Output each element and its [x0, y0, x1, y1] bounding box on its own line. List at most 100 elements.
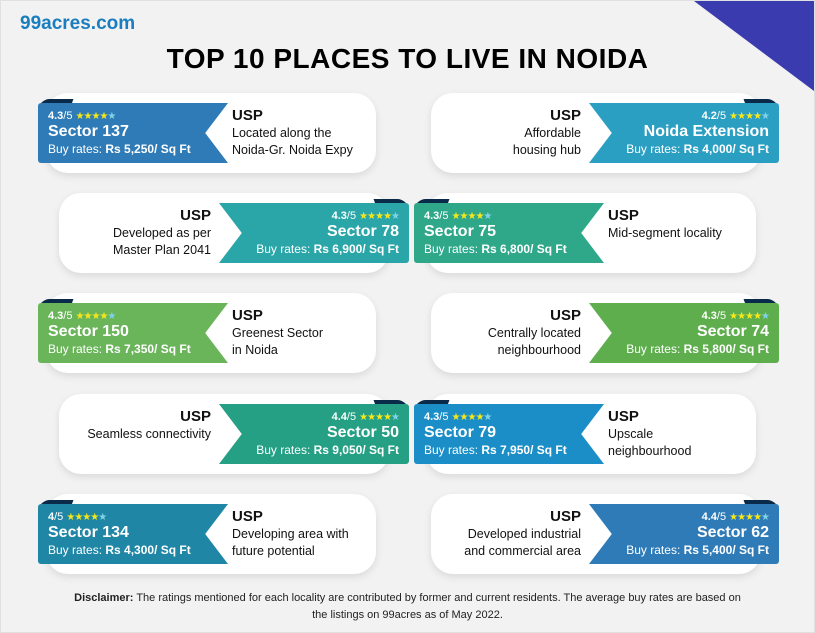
- buy-rate-label: Buy rates:: [424, 242, 479, 256]
- locality-ribbon: 4.3/5 ★★★★★ Sector 78 Buy rates: Rs 6,90…: [219, 203, 409, 263]
- usp-line-2: Master Plan 2041: [113, 243, 211, 257]
- locality-name: Sector 74: [696, 323, 769, 340]
- usp-heading: USP: [232, 307, 263, 324]
- usp-line-2: neighbourhood: [608, 444, 692, 458]
- usp-line-1: Mid-segment locality: [608, 226, 722, 240]
- usp-line-1: Affordable: [524, 126, 581, 140]
- locality-ribbon: 4.4/5 ★★★★★ Sector 62 Buy rates: Rs 5,40…: [589, 504, 779, 564]
- buy-rate-label: Buy rates:: [256, 242, 311, 256]
- buy-rate-value: Rs 5,250/ Sq Ft: [105, 142, 191, 156]
- rating-value: 4.4: [331, 411, 347, 423]
- usp-heading: USP: [180, 207, 211, 224]
- rating: 4.2/5 ★★★★★: [599, 110, 770, 123]
- usp-heading: USP: [550, 107, 581, 124]
- star-icon: ★★★★★: [75, 111, 117, 122]
- locality-ribbon: 4.3/5 ★★★★★ Sector 150 Buy rates: Rs 7,3…: [38, 303, 228, 363]
- rating-value: 4.3: [331, 210, 347, 222]
- buy-rate: Buy rates: Rs 5,250/ Sq Ft: [48, 141, 218, 157]
- rating-value: 4.3: [424, 411, 440, 423]
- buy-rate-value: Rs 4,000/ Sq Ft: [683, 142, 769, 156]
- locality-name: Noida Extension: [643, 123, 769, 140]
- corner-decoration: [694, 1, 814, 91]
- usp-line-2: neighbourhood: [497, 343, 581, 357]
- usp-heading: USP: [608, 408, 639, 425]
- usp-block: USP Upscale neighbourhood: [608, 408, 758, 460]
- buy-rate-value: Rs 6,900/ Sq Ft: [313, 242, 399, 256]
- usp-line-2: and commercial area: [464, 544, 581, 558]
- star-icon: ★★★★★: [729, 111, 770, 122]
- rating: 4.3/5 ★★★★★: [229, 210, 400, 223]
- usp-block: USP Mid-segment locality: [608, 207, 758, 242]
- buy-rate-value: Rs 5,400/ Sq Ft: [683, 543, 769, 557]
- buy-rate: Buy rates: Rs 7,350/ Sq Ft: [48, 341, 218, 357]
- usp-line-1: Developed industrial: [467, 527, 581, 541]
- buy-rate-value: Rs 7,950/ Sq Ft: [481, 443, 567, 457]
- locality-name: Sector 79: [424, 424, 497, 441]
- rating: 4.3/5 ★★★★★: [599, 310, 770, 323]
- usp-line-1: Developed as per: [113, 226, 211, 240]
- buy-rate-label: Buy rates:: [424, 443, 479, 457]
- locality-name: Sector 50: [326, 424, 399, 441]
- rating-value: 4: [48, 511, 55, 523]
- locality-name: Sector 137: [48, 123, 129, 140]
- disclaimer-text: The ratings mentioned for each locality …: [136, 592, 741, 621]
- rating-scale: /5: [346, 411, 357, 423]
- usp-line-1: Developing area with: [232, 527, 349, 541]
- star-icon: ★★★★★: [451, 412, 493, 423]
- rating-value: 4.3: [424, 210, 440, 222]
- rating-scale: /5: [54, 511, 64, 523]
- star-icon: ★★★★★: [66, 512, 107, 523]
- usp-line-2: in Noida: [232, 343, 278, 357]
- buy-rate: Buy rates: Rs 6,900/ Sq Ft: [229, 241, 399, 257]
- buy-rate-value: Rs 9,050/ Sq Ft: [313, 443, 399, 457]
- star-icon: ★★★★★: [729, 311, 770, 322]
- rating: 4.3/5 ★★★★★: [48, 110, 218, 123]
- usp-heading: USP: [550, 307, 581, 324]
- locality-name: Sector 150: [48, 323, 129, 340]
- locality-name: Sector 62: [696, 524, 769, 541]
- locality-ribbon: 4.3/5 ★★★★★ Sector 79 Buy rates: Rs 7,95…: [414, 404, 604, 464]
- locality-name: Sector 75: [424, 223, 497, 240]
- usp-block: USP Developing area with future potentia…: [232, 508, 382, 560]
- buy-rate-value: Rs 5,800/ Sq Ft: [683, 342, 769, 356]
- usp-line-1: Centrally located: [487, 326, 581, 340]
- buy-rate: Buy rates: Rs 9,050/ Sq Ft: [229, 442, 399, 458]
- buy-rate: Buy rates: Rs 5,400/ Sq Ft: [599, 542, 769, 558]
- usp-block: USP Seamless connectivity: [61, 408, 211, 443]
- rating-value: 4.3: [48, 110, 64, 122]
- usp-heading: USP: [232, 107, 263, 124]
- buy-rate-label: Buy rates:: [48, 142, 103, 156]
- buy-rate-value: Rs 7,350/ Sq Ft: [105, 342, 191, 356]
- usp-block: USP Located along the Noida-Gr. Noida Ex…: [232, 107, 382, 159]
- star-icon: ★★★★★: [729, 512, 770, 523]
- rating-scale: /5: [716, 110, 727, 122]
- rating-scale: /5: [63, 310, 73, 322]
- rating-value: 4.2: [701, 110, 717, 122]
- rating-value: 4.3: [48, 310, 64, 322]
- buy-rate-label: Buy rates:: [626, 342, 681, 356]
- buy-rate-label: Buy rates:: [256, 443, 311, 457]
- rating-scale: /5: [63, 110, 73, 122]
- star-icon: ★★★★★: [451, 211, 493, 222]
- buy-rate-label: Buy rates:: [626, 543, 681, 557]
- usp-line-2: future potential: [232, 544, 315, 558]
- locality-name: Sector 134: [48, 524, 129, 541]
- buy-rate-label: Buy rates:: [48, 543, 103, 557]
- usp-line-1: Seamless connectivity: [87, 427, 211, 441]
- buy-rate-label: Buy rates:: [626, 142, 681, 156]
- star-icon: ★★★★★: [75, 311, 117, 322]
- usp-block: USP Centrally located neighbourhood: [431, 307, 581, 359]
- usp-heading: USP: [608, 207, 639, 224]
- rating: 4/5 ★★★★★: [48, 511, 218, 524]
- rating-scale: /5: [439, 210, 449, 222]
- buy-rate: Buy rates: Rs 6,800/ Sq Ft: [424, 241, 594, 257]
- rating: 4.4/5 ★★★★★: [599, 511, 770, 524]
- buy-rate: Buy rates: Rs 4,000/ Sq Ft: [599, 141, 769, 157]
- rating-scale: /5: [439, 411, 449, 423]
- disclaimer: Disclaimer: The ratings mentioned for ea…: [71, 590, 744, 624]
- rating-value: 4.3: [701, 310, 717, 322]
- rating: 4.3/5 ★★★★★: [424, 411, 594, 424]
- locality-ribbon: 4.3/5 ★★★★★ Sector 137 Buy rates: Rs 5,2…: [38, 103, 228, 163]
- rating-value: 4.4: [701, 511, 717, 523]
- usp-line-1: Located along the: [232, 126, 332, 140]
